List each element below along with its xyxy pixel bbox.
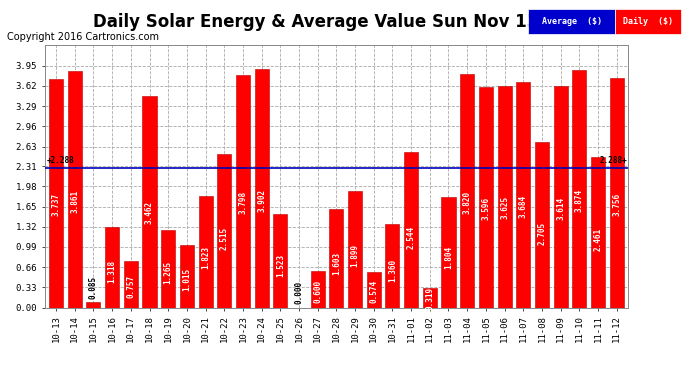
Text: 3.462: 3.462 <box>145 201 154 224</box>
Bar <box>497 86 511 308</box>
Text: 1.823: 1.823 <box>201 246 210 269</box>
Bar <box>236 75 250 307</box>
Bar <box>161 230 175 308</box>
Text: 3.874: 3.874 <box>575 189 584 212</box>
Text: 2.544: 2.544 <box>406 226 415 249</box>
Text: 2.288+: 2.288+ <box>599 156 627 165</box>
Bar <box>460 74 474 308</box>
Text: 1.360: 1.360 <box>388 258 397 282</box>
Bar <box>535 142 549 308</box>
Text: 0.574: 0.574 <box>369 280 378 303</box>
Bar <box>348 191 362 308</box>
Text: 3.798: 3.798 <box>239 191 248 214</box>
Text: 3.596: 3.596 <box>482 197 491 220</box>
Text: 0.319: 0.319 <box>425 287 434 310</box>
Text: 1.523: 1.523 <box>276 254 285 277</box>
Text: Average  ($): Average ($) <box>542 17 602 26</box>
Text: 0.600: 0.600 <box>313 279 322 303</box>
Bar <box>404 152 418 308</box>
Text: Copyright 2016 Cartronics.com: Copyright 2016 Cartronics.com <box>7 32 159 42</box>
Text: 3.625: 3.625 <box>500 196 509 219</box>
Text: 1.804: 1.804 <box>444 246 453 269</box>
Bar <box>68 71 81 308</box>
Bar <box>572 70 586 308</box>
Bar <box>423 288 437 308</box>
Bar <box>310 271 325 308</box>
Text: 3.902: 3.902 <box>257 189 266 211</box>
Bar <box>610 78 624 308</box>
Bar <box>86 302 101 307</box>
Text: 1.265: 1.265 <box>164 261 172 284</box>
Text: 2.705: 2.705 <box>538 222 546 245</box>
Bar <box>143 96 157 308</box>
Text: +2.288: +2.288 <box>47 156 75 165</box>
Text: 3.737: 3.737 <box>52 193 61 216</box>
Text: 3.614: 3.614 <box>556 196 565 219</box>
Bar <box>49 79 63 308</box>
Text: 3.684: 3.684 <box>519 195 528 217</box>
Text: 1.603: 1.603 <box>332 252 341 275</box>
Text: 1.318: 1.318 <box>108 260 117 283</box>
Bar <box>217 154 231 308</box>
Text: 0.000: 0.000 <box>295 281 304 304</box>
Bar <box>180 245 194 308</box>
Text: 2.461: 2.461 <box>593 228 602 251</box>
Bar <box>124 261 138 308</box>
Text: 3.861: 3.861 <box>70 190 79 213</box>
Text: 0.085: 0.085 <box>89 276 98 298</box>
Text: 0.757: 0.757 <box>126 275 135 298</box>
Bar <box>386 224 400 308</box>
Bar <box>591 157 605 308</box>
Text: 3.820: 3.820 <box>463 191 472 214</box>
Bar <box>105 227 119 308</box>
Bar <box>553 86 568 308</box>
Bar <box>273 214 287 308</box>
Bar <box>255 69 268 308</box>
Text: 3.756: 3.756 <box>612 192 621 216</box>
Text: 2.515: 2.515 <box>219 226 229 250</box>
Text: Daily Solar Energy & Average Value Sun Nov 13 16:32: Daily Solar Energy & Average Value Sun N… <box>93 13 597 31</box>
Bar <box>329 209 344 308</box>
Bar <box>479 87 493 308</box>
Text: 1.899: 1.899 <box>351 244 359 267</box>
Bar <box>367 272 381 308</box>
Text: 1.015: 1.015 <box>182 268 191 291</box>
Bar <box>199 196 213 308</box>
Bar <box>442 197 455 308</box>
Text: Daily  ($): Daily ($) <box>623 17 673 26</box>
Bar <box>516 82 530 308</box>
